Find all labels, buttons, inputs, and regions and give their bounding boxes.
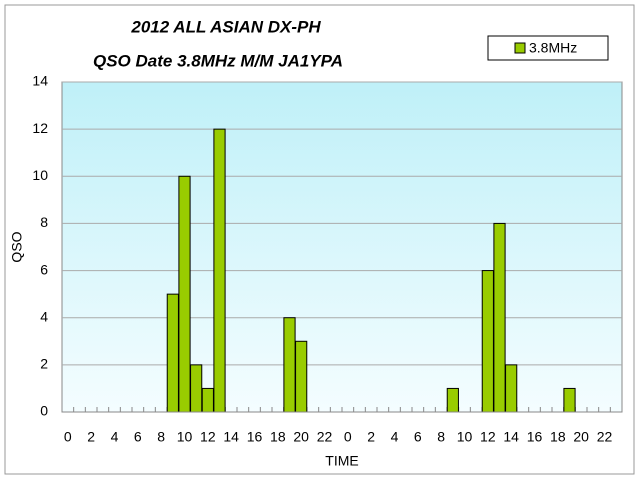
x-tick-label: 20 xyxy=(573,429,589,445)
y-tick-label: 12 xyxy=(32,120,48,136)
x-tick-label: 0 xyxy=(344,429,352,445)
x-tick-label: 18 xyxy=(550,429,566,445)
chart-subtitle: QSO Date 3.8MHz M/M JA1YPA xyxy=(93,51,343,70)
plot-area xyxy=(61,81,623,413)
legend: 3.8MHz xyxy=(487,35,609,61)
bar xyxy=(563,387,576,413)
x-tick-label: 10 xyxy=(457,429,473,445)
legend-box xyxy=(487,35,609,61)
bar xyxy=(201,387,214,413)
y-tick-label: 14 xyxy=(32,73,48,89)
legend-label: 3.8MHz xyxy=(529,40,577,56)
x-tick-label: 20 xyxy=(293,429,309,445)
x-tick-label: 4 xyxy=(111,429,119,445)
bar xyxy=(166,293,179,413)
y-tick-label: 8 xyxy=(40,214,48,230)
x-tick-label: 10 xyxy=(177,429,193,445)
x-tick-label: 18 xyxy=(270,429,286,445)
bar xyxy=(493,222,506,413)
x-tick-label: 22 xyxy=(597,429,613,445)
bar xyxy=(213,128,226,413)
bar xyxy=(295,340,308,413)
y-tick-label: 4 xyxy=(40,308,48,324)
x-axis-label: TIME xyxy=(325,453,358,469)
x-tick-label: 14 xyxy=(503,429,519,445)
x-tick-label: 12 xyxy=(480,429,496,445)
x-tick-label: 4 xyxy=(391,429,399,445)
x-tick-label: 6 xyxy=(414,429,422,445)
x-tick-label: 2 xyxy=(87,429,95,445)
x-tick-label: 8 xyxy=(437,429,445,445)
x-tick-label: 12 xyxy=(200,429,216,445)
bar xyxy=(505,364,518,413)
x-tick-label: 16 xyxy=(527,429,543,445)
y-axis-label: QSO xyxy=(9,231,25,262)
legend-swatch xyxy=(514,42,526,54)
bar xyxy=(481,270,494,413)
x-tick-label: 2 xyxy=(367,429,375,445)
y-tick-label: 6 xyxy=(40,261,48,277)
y-tick-label: 0 xyxy=(40,403,48,419)
chart-title: 2012 ALL ASIAN DX-PH xyxy=(130,17,321,36)
bar xyxy=(446,387,459,413)
x-tick-label: 0 xyxy=(64,429,72,445)
x-tick-label: 22 xyxy=(317,429,333,445)
x-tick-label: 6 xyxy=(134,429,142,445)
bar xyxy=(283,317,296,413)
bar xyxy=(178,175,191,413)
x-tick-label: 16 xyxy=(247,429,263,445)
x-tick-label: 14 xyxy=(223,429,239,445)
x-tick-label: 8 xyxy=(157,429,165,445)
y-tick-label: 10 xyxy=(32,167,48,183)
bar xyxy=(190,364,203,413)
y-tick-label: 2 xyxy=(40,356,48,372)
